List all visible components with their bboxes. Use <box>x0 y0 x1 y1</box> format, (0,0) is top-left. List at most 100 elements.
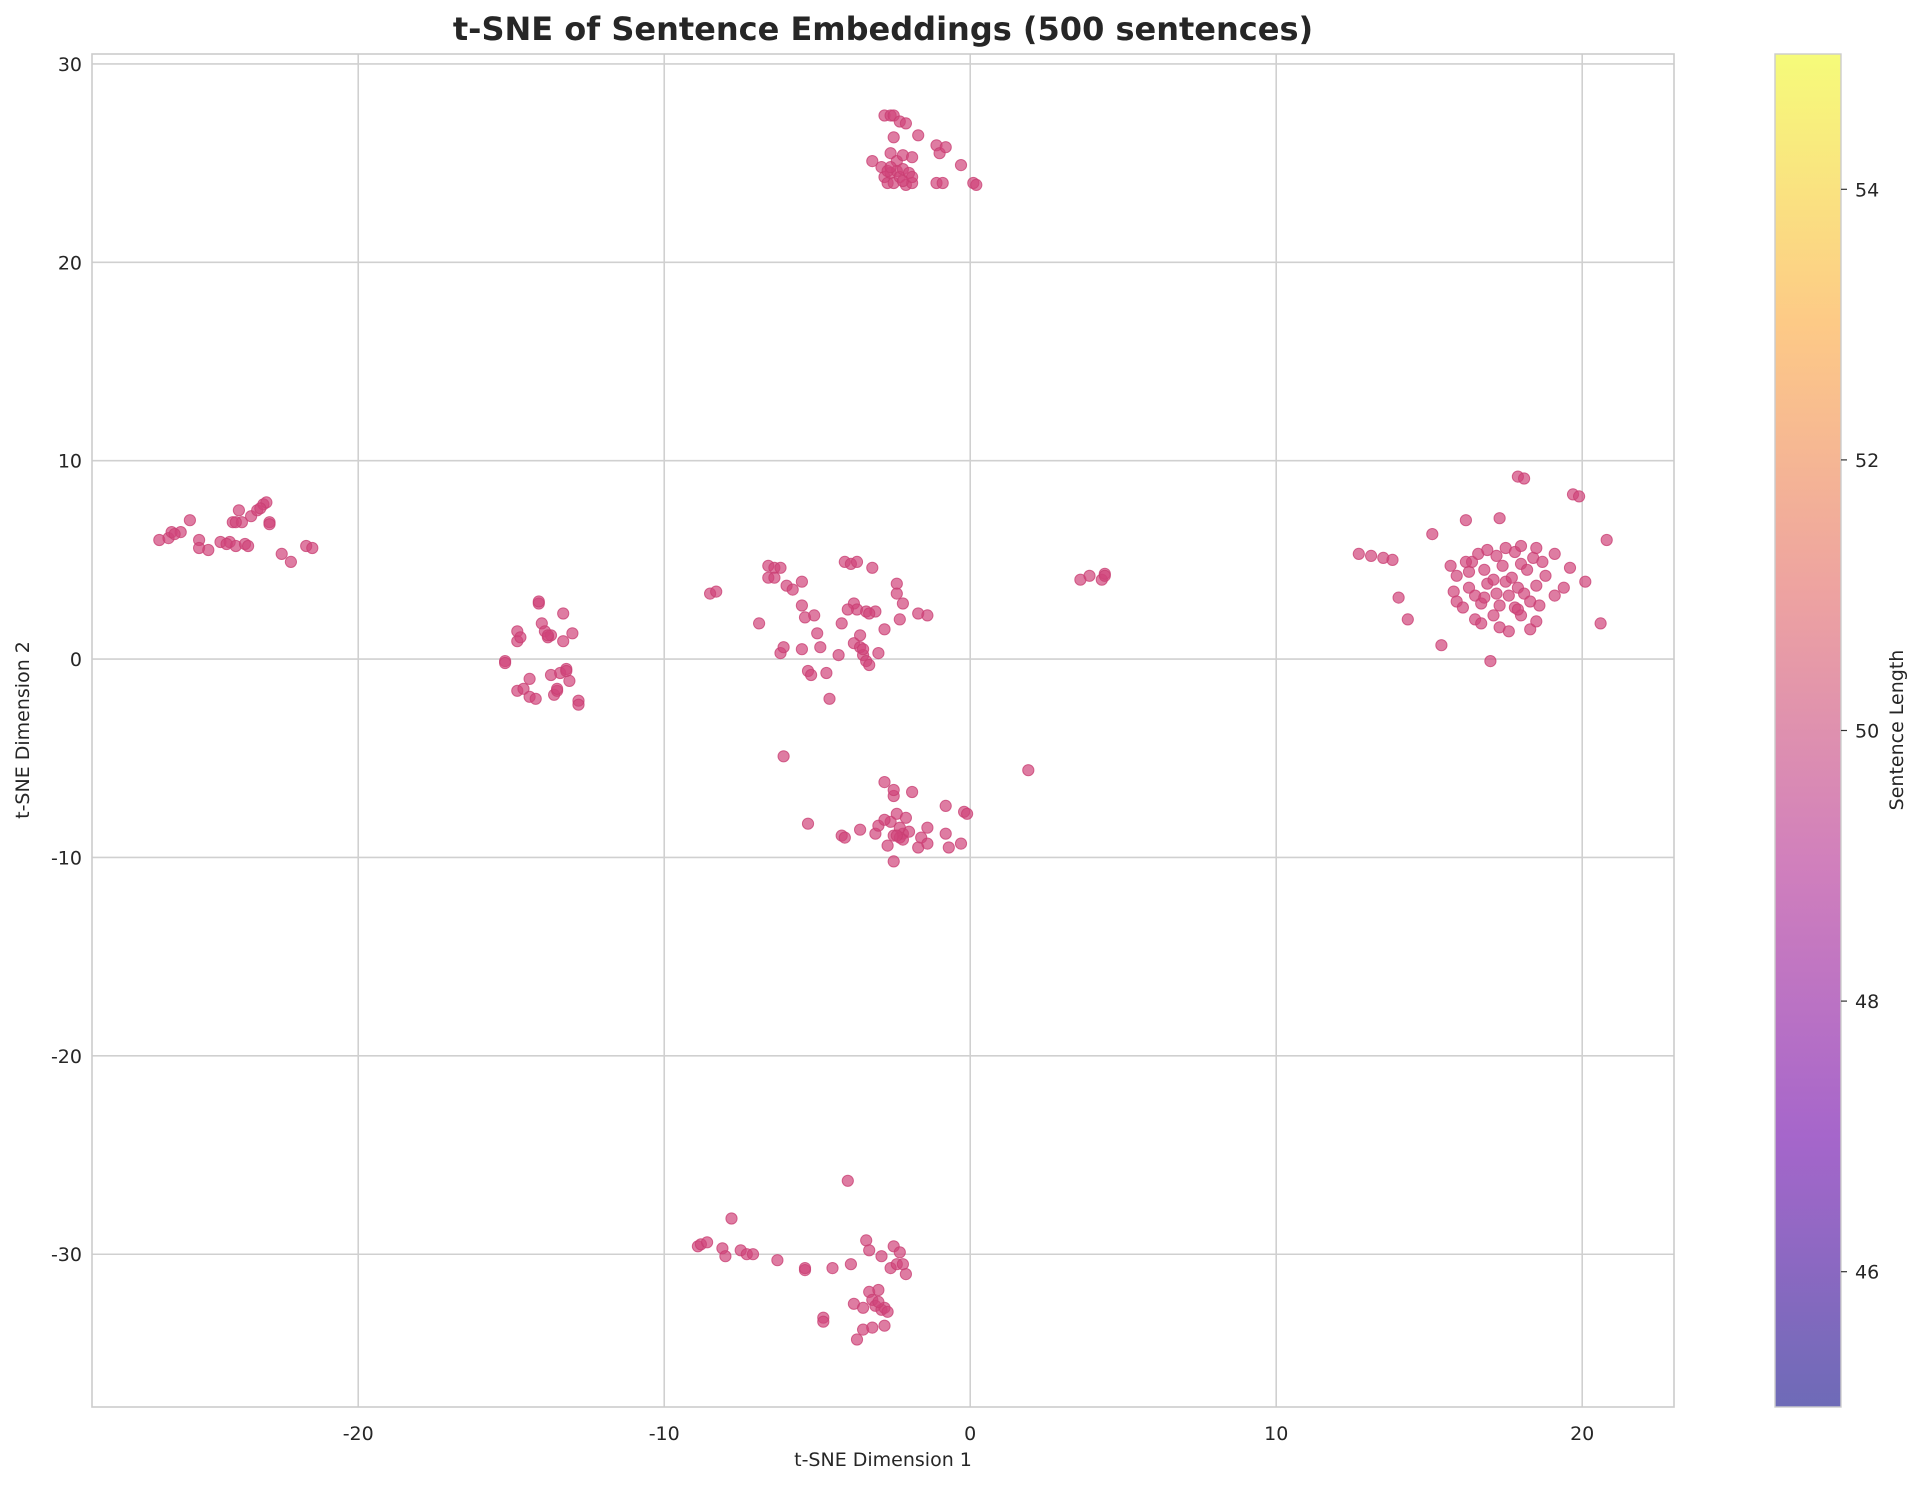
data-point <box>232 504 245 517</box>
data-point <box>878 776 891 789</box>
data-point <box>566 627 579 640</box>
data-point <box>1573 490 1586 503</box>
data-point <box>1435 639 1448 652</box>
data-point <box>1518 472 1531 485</box>
colorbar-tick-label: 52 <box>1855 450 1879 472</box>
data-point <box>1530 541 1543 555</box>
data-point <box>263 518 276 531</box>
x-tick-label: 0 <box>964 1423 976 1445</box>
data-point <box>850 555 864 569</box>
data-point <box>1511 603 1525 616</box>
data-point <box>939 141 952 154</box>
data-point <box>1600 533 1613 547</box>
data-point <box>887 783 900 797</box>
data-point <box>1459 555 1473 569</box>
data-point <box>921 821 934 834</box>
colorbar-tick-label: 50 <box>1855 721 1879 743</box>
data-point <box>1475 617 1488 630</box>
data-point <box>808 609 821 622</box>
data-point <box>1493 512 1506 525</box>
y-axis-label: t-SNE Dimension 2 <box>12 641 34 819</box>
data-point <box>906 785 919 799</box>
data-point <box>1022 764 1035 777</box>
data-point <box>826 1262 839 1275</box>
data-point <box>701 1236 714 1249</box>
data-point <box>798 1262 812 1275</box>
data-point <box>939 799 952 813</box>
data-point <box>811 627 824 640</box>
data-point <box>1502 589 1515 602</box>
data-point <box>532 595 545 608</box>
colorbar-tick-label: 54 <box>1855 179 1879 201</box>
data-point <box>1392 591 1405 604</box>
plot-area <box>91 53 1675 1408</box>
y-tick-label: 20 <box>58 252 82 274</box>
y-tick-label: 30 <box>58 54 82 76</box>
data-point <box>896 597 910 610</box>
data-point <box>1450 569 1463 582</box>
data-point <box>884 147 897 160</box>
colorbar-gradient <box>1775 54 1841 1407</box>
data-point <box>954 159 968 172</box>
data-point <box>1539 569 1552 582</box>
data-point <box>795 575 809 588</box>
data-point <box>921 609 934 622</box>
data-point <box>872 647 885 660</box>
data-point <box>887 855 900 868</box>
data-point <box>854 629 867 642</box>
data-point <box>1493 599 1506 612</box>
data-point <box>899 117 913 130</box>
data-point <box>499 656 512 670</box>
data-point <box>777 641 790 654</box>
data-point <box>168 528 181 541</box>
data-point <box>183 514 196 527</box>
data-point <box>1496 559 1509 572</box>
data-point <box>814 641 827 654</box>
data-point <box>514 631 527 644</box>
data-point <box>1490 549 1503 563</box>
data-point <box>838 831 851 844</box>
data-point <box>795 599 809 612</box>
data-point <box>1481 543 1494 557</box>
x-tick-label: -10 <box>649 1423 680 1445</box>
data-point <box>875 1250 888 1263</box>
data-point <box>878 813 891 826</box>
data-point <box>939 827 952 840</box>
data-point <box>254 502 267 515</box>
data-point <box>284 555 297 569</box>
data-point <box>1426 528 1439 541</box>
data-point <box>866 1321 879 1334</box>
data-point <box>1502 625 1515 638</box>
data-point <box>801 817 815 830</box>
colorbar-tick-label: 46 <box>1855 1262 1879 1284</box>
data-point <box>805 668 818 682</box>
data-point <box>1352 547 1365 561</box>
data-point <box>777 750 790 763</box>
data-point <box>1401 613 1414 626</box>
data-point <box>746 1248 760 1261</box>
grid <box>92 54 1674 1407</box>
data-point <box>306 541 319 555</box>
data-point <box>906 170 919 184</box>
data-point <box>572 698 585 711</box>
data-point <box>872 1295 885 1309</box>
data-point <box>832 649 845 662</box>
x-tick-label: -20 <box>343 1423 374 1445</box>
data-point <box>893 1246 906 1259</box>
y-tick-label: -20 <box>51 1046 82 1068</box>
data-point <box>970 178 983 191</box>
x-axis-label: t-SNE Dimension 1 <box>794 1449 972 1471</box>
data-point <box>899 811 913 824</box>
data-point <box>1490 587 1503 600</box>
data-point <box>557 635 570 648</box>
data-point <box>841 1174 854 1187</box>
data-point <box>1484 655 1497 668</box>
data-point <box>220 537 233 551</box>
data-point <box>795 643 809 656</box>
data-point <box>823 692 836 705</box>
data-point <box>863 658 876 672</box>
data-point <box>878 1319 891 1332</box>
data-point <box>1478 563 1491 576</box>
data-point <box>1530 579 1543 592</box>
data-point <box>229 516 242 529</box>
